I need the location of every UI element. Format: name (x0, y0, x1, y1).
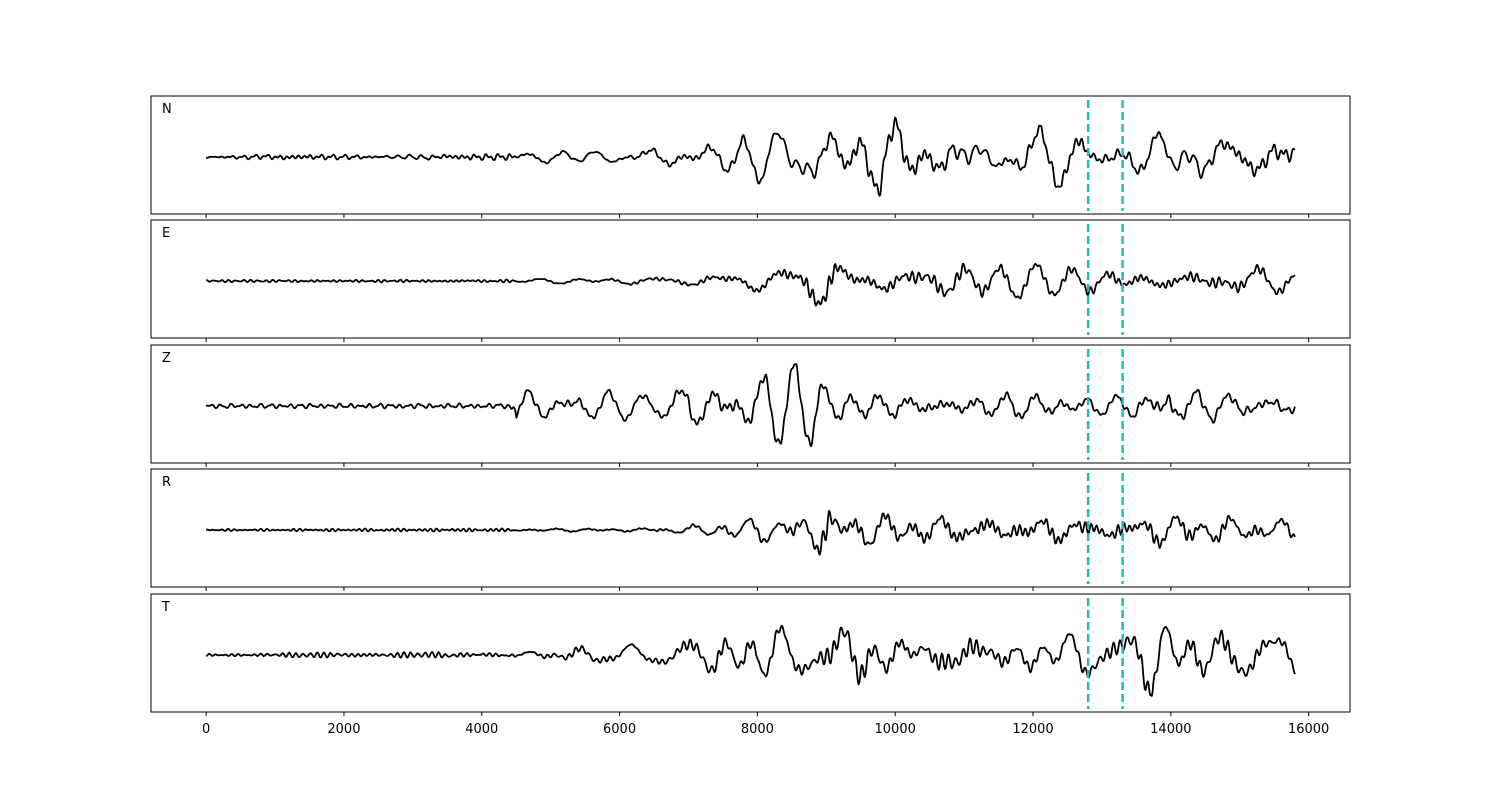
x-tick-label: 12000 (1012, 722, 1053, 737)
panel-label-z: Z (162, 351, 171, 366)
panel-r: R (150, 468, 1351, 591)
x-tick-label: 14000 (1150, 722, 1191, 737)
panel-label-n: N (162, 102, 172, 117)
x-tick-label: 16000 (1288, 722, 1329, 737)
x-tick-label: 0 (202, 722, 210, 737)
panel-frame (150, 219, 1351, 339)
panel-label-r: R (162, 475, 171, 490)
x-tick-label: 10000 (875, 722, 916, 737)
panel-label-t: T (161, 600, 170, 615)
panel-frame (150, 593, 1351, 713)
panels-group: N E Z R T (150, 95, 1351, 716)
panel-frame (150, 95, 1351, 215)
panel-t: T (150, 593, 1351, 716)
trace-t (205, 624, 1296, 697)
x-tick-label: 8000 (741, 722, 774, 737)
panel-frame (150, 344, 1351, 464)
x-tick-label: 6000 (603, 722, 636, 737)
trace-n (205, 116, 1296, 197)
panel-n: N (150, 95, 1351, 218)
x-tick-label: 4000 (465, 722, 498, 737)
trace-z (205, 363, 1296, 448)
panel-label-e: E (162, 226, 170, 241)
trace-e (205, 263, 1296, 307)
trace-r (205, 510, 1296, 556)
panel-e: E (150, 219, 1351, 342)
panel-frame (150, 468, 1351, 588)
x-tick-label: 2000 (327, 722, 360, 737)
panel-z: Z (150, 344, 1351, 467)
x-axis: 0 2000 4000 6000 8000 10000 12000 14000 16000 (202, 722, 1329, 737)
